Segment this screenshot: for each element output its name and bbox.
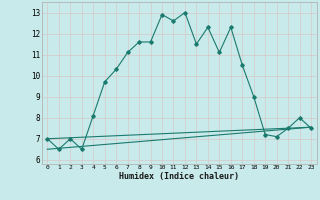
X-axis label: Humidex (Indice chaleur): Humidex (Indice chaleur) bbox=[119, 172, 239, 181]
